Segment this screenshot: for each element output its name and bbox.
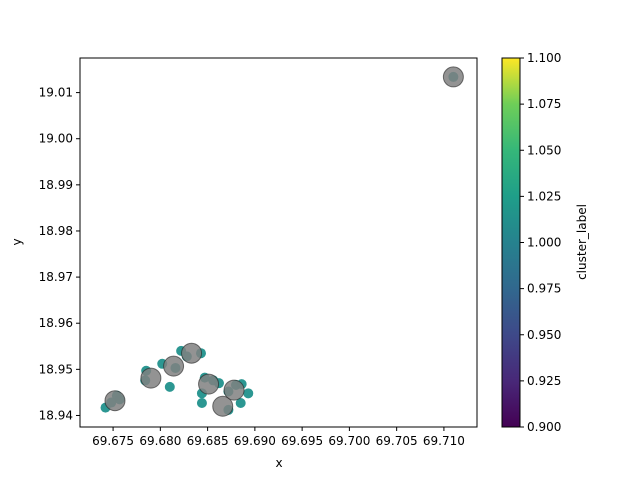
x-tick-label: 69.705 <box>376 434 418 448</box>
cluster-center-point <box>212 395 234 417</box>
y-axis: 18.94 18.95 18.96 18.97 18.98 18.99 19.00 19.01 <box>39 86 80 422</box>
cluster-center-point <box>140 367 162 389</box>
y-axis-label: y <box>10 238 24 245</box>
data-point <box>235 398 246 409</box>
x-tick-label: 69.700 <box>328 434 370 448</box>
cluster-center-point <box>198 373 220 395</box>
colorbar-tick-label: 0.975 <box>527 282 561 296</box>
plot-frame <box>79 57 478 428</box>
data-point <box>196 398 207 409</box>
cluster-center-point <box>223 379 245 401</box>
data-point <box>164 381 175 392</box>
y-tick-label: 19.00 <box>39 132 73 146</box>
colorbar-tick-label: 1.075 <box>527 97 561 111</box>
data-point <box>243 388 254 399</box>
plot-area <box>80 58 477 427</box>
cluster-center-point <box>442 66 464 88</box>
x-tick-label: 69.685 <box>187 434 229 448</box>
cluster-center-point <box>181 342 203 364</box>
y-tick-label: 18.97 <box>39 270 73 284</box>
colorbar-tick-label: 1.100 <box>527 51 561 65</box>
cluster-center-point <box>104 390 126 412</box>
y-tick-label: 18.98 <box>39 224 73 238</box>
colorbar-label: cluster_label <box>575 204 589 280</box>
x-axis-label: x <box>275 456 282 470</box>
y-tick-label: 18.94 <box>39 408 73 422</box>
colorbar-tick-label: 1.025 <box>527 189 561 203</box>
colorbar-tick-label: 0.900 <box>527 420 561 434</box>
y-tick-label: 18.95 <box>39 362 73 376</box>
x-tick-label: 69.675 <box>92 434 134 448</box>
cluster-center-point <box>163 355 185 377</box>
colorbar-axis: 0.900 0.925 0.950 0.975 1.000 1.025 1.050 1.075… <box>520 51 561 434</box>
y-tick-label: 18.99 <box>39 178 73 192</box>
x-tick-label: 69.690 <box>234 434 276 448</box>
colorbar-tick-label: 1.050 <box>527 143 561 157</box>
colorbar-tick-label: 1.000 <box>527 236 561 250</box>
x-tick-label: 69.695 <box>281 434 323 448</box>
points-layer <box>100 66 464 417</box>
colorbar-tick-label: 0.950 <box>527 328 561 342</box>
x-tick-label: 69.680 <box>139 434 181 448</box>
y-tick-label: 18.96 <box>39 316 73 330</box>
y-tick-label: 19.01 <box>39 86 73 100</box>
x-axis: 69.675 69.680 69.685 69.690 69.695 69.700 69.7… <box>92 427 465 448</box>
colorbar-tick-label: 0.925 <box>527 374 561 388</box>
colorbar <box>502 58 520 427</box>
x-tick-label: 69.710 <box>423 434 465 448</box>
